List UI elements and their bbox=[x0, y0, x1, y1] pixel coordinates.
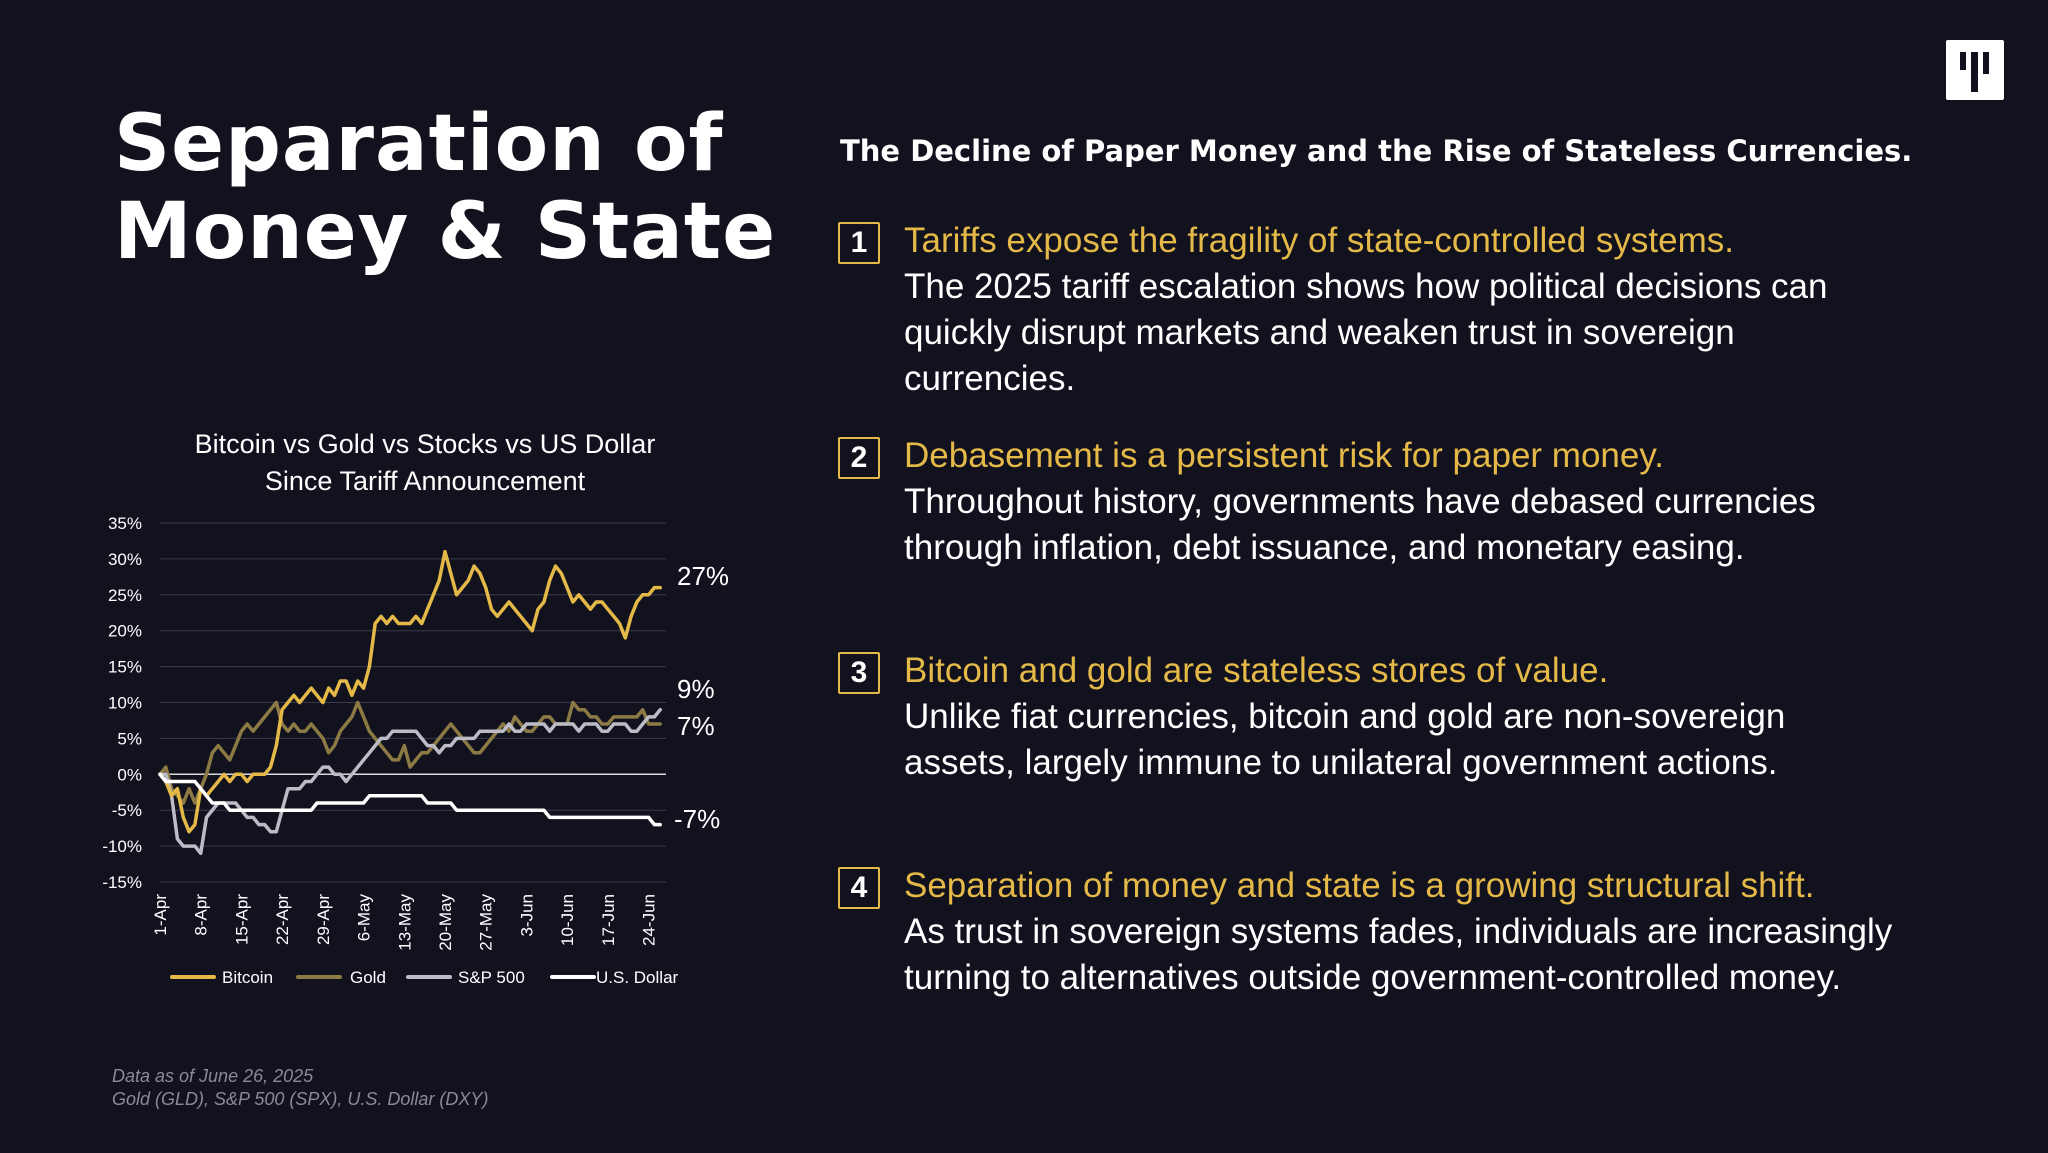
legend-label: U.S. Dollar bbox=[596, 968, 679, 987]
y-tick-label: -15% bbox=[102, 873, 142, 892]
point-body-line: currencies. bbox=[904, 359, 1076, 398]
series-end-label: 7% bbox=[677, 711, 715, 741]
series-line-bitcoin bbox=[158, 549, 662, 834]
point-heading: Separation of money and state is a growi… bbox=[904, 866, 1815, 905]
title-line-1: Separation of bbox=[114, 99, 724, 189]
chart-title: Bitcoin vs Gold vs Stocks vs US Dollar S… bbox=[130, 426, 720, 500]
chart-subtitle-line: Since Tariff Announcement bbox=[264, 466, 586, 496]
line-chart: 35% 30% 25% 20% 15% 10% 5% 0% -5% -10% -15% 1-Apr 8-… bbox=[102, 514, 729, 987]
x-tick-label: 13-May bbox=[395, 894, 414, 951]
series-end-label: -7% bbox=[674, 804, 720, 834]
y-tick-label: 0% bbox=[117, 765, 142, 784]
point-body: The 2025 tariff escalation shows how pol… bbox=[904, 264, 2004, 402]
y-tick-label: 5% bbox=[117, 729, 142, 748]
x-tick-label: 29-Apr bbox=[314, 894, 333, 945]
point-body-line: The 2025 tariff escalation shows how pol… bbox=[904, 267, 1828, 306]
point-body-line: assets, largely immune to unilateral gov… bbox=[904, 743, 1778, 782]
y-tick-label: 10% bbox=[108, 694, 142, 713]
point-body-line: Throughout history, governments have deb… bbox=[904, 482, 1816, 521]
x-tick-label: 10-Jun bbox=[558, 894, 577, 946]
legend-label: Bitcoin bbox=[222, 968, 273, 987]
point-body: As trust in sovereign systems fades, ind… bbox=[904, 909, 2004, 1001]
point-heading: Bitcoin and gold are stateless stores of… bbox=[904, 651, 1609, 690]
page-subtitle: The Decline of Paper Money and the Rise … bbox=[840, 134, 1913, 168]
point-number-badge: 2 bbox=[838, 437, 880, 479]
page-title: Separation of Money & State bbox=[114, 100, 776, 276]
series-line-s-p-500 bbox=[158, 707, 662, 856]
y-tick-label: 15% bbox=[108, 658, 142, 677]
x-tick-label: 6-May bbox=[355, 894, 374, 942]
series-end-label: 27% bbox=[677, 561, 729, 591]
point-body: Throughout history, governments have deb… bbox=[904, 479, 2004, 571]
title-line-2: Money & State bbox=[114, 187, 777, 277]
point-number-badge: 1 bbox=[838, 222, 880, 264]
point-heading: Debasement is a persistent risk for pape… bbox=[904, 436, 1664, 475]
y-tick-label: 35% bbox=[108, 514, 142, 533]
series-line-u-s-dollar bbox=[158, 772, 662, 827]
point-number-badge: 4 bbox=[838, 867, 880, 909]
brand-logo bbox=[1946, 40, 2004, 100]
logo-mark-icon bbox=[1960, 52, 1989, 92]
y-tick-label: 20% bbox=[108, 622, 142, 641]
x-tick-label: 20-May bbox=[436, 894, 455, 951]
point-body-line: turning to alternatives outside governme… bbox=[904, 958, 1842, 997]
x-tick-label: 15-Apr bbox=[232, 894, 251, 945]
y-tick-label: 25% bbox=[108, 586, 142, 605]
x-tick-label: 24-Jun bbox=[640, 894, 659, 946]
point-number-badge: 3 bbox=[838, 652, 880, 694]
x-tick-label: 1-Apr bbox=[151, 894, 170, 936]
chart-title-line: Bitcoin vs Gold vs Stocks vs US Dollar bbox=[194, 429, 656, 459]
y-tick-label: -5% bbox=[112, 801, 142, 820]
x-tick-label: 8-Apr bbox=[192, 894, 211, 936]
point-body-line: quickly disrupt markets and weaken trust… bbox=[904, 313, 1735, 352]
footnote-date: Data as of June 26, 2025 bbox=[112, 1066, 314, 1086]
x-tick-label: 17-Jun bbox=[599, 894, 618, 946]
point-body: Unlike fiat currencies, bitcoin and gold… bbox=[904, 694, 2004, 786]
legend-label: Gold bbox=[350, 968, 386, 987]
legend-label: S&P 500 bbox=[458, 968, 525, 987]
x-tick-label: 22-Apr bbox=[273, 894, 292, 945]
footnote-sources: Gold (GLD), S&P 500 (SPX), U.S. Dollar (… bbox=[112, 1089, 489, 1109]
series-end-label: 9% bbox=[677, 674, 715, 704]
point-body-line: Unlike fiat currencies, bitcoin and gold… bbox=[904, 697, 1786, 736]
point-body-line: As trust in sovereign systems fades, ind… bbox=[904, 912, 1893, 951]
y-tick-label: -10% bbox=[102, 837, 142, 856]
point-heading: Tariffs expose the fragility of state-co… bbox=[904, 221, 1734, 260]
x-tick-label: 27-May bbox=[477, 894, 496, 951]
y-tick-label: 30% bbox=[108, 550, 142, 569]
series-line-gold bbox=[158, 700, 662, 805]
footnote: Data as of June 26, 2025 Gold (GLD), S&P… bbox=[112, 1065, 488, 1111]
x-tick-label: 3-Jun bbox=[517, 894, 536, 937]
point-body-line: through inflation, debt issuance, and mo… bbox=[904, 528, 1745, 567]
